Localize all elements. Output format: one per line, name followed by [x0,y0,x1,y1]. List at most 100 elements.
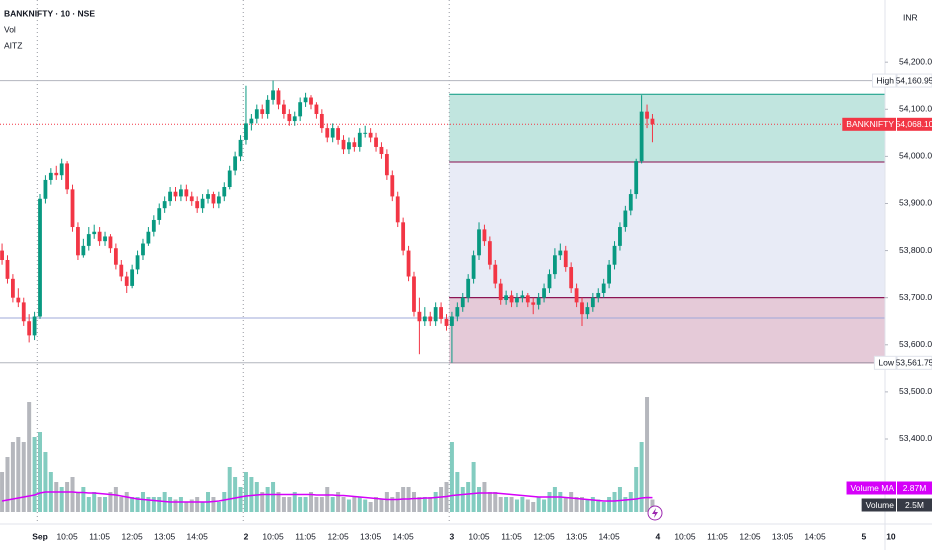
candle-body [27,321,32,336]
candle-body [471,255,476,279]
price-tag-box [897,498,932,512]
volume-bar [173,499,178,512]
volume-bar [422,497,427,512]
candle-body [450,316,454,326]
volume-bar [249,477,254,512]
candle-body [282,104,286,114]
x-tick-label: 11:05 [295,531,316,541]
volume-bar [276,492,281,512]
candle-body [531,302,536,305]
x-tick-label: 10 [886,531,896,541]
candle-body [238,139,243,157]
volume-bar [325,487,330,512]
candle-body [482,229,487,242]
price-tag-box [897,117,932,131]
x-tick-label: 14:05 [392,531,414,541]
volume-bar [580,497,584,512]
candle-body [70,189,75,228]
candle-body [276,90,281,105]
candle-body [108,236,113,249]
candle-body [119,264,124,277]
volume-bar [536,497,541,512]
candle-body [525,295,530,303]
candle-body [271,90,275,100]
zone [449,94,885,163]
volume-bar [455,472,460,512]
x-tick-label: 13:05 [772,531,794,541]
volume-bar [281,497,286,512]
candle-body [309,97,313,105]
candle-body [303,97,308,103]
volume-bar [287,497,292,512]
volume-bar [27,402,32,512]
volume-bar [509,497,514,512]
volume-bar [428,497,433,512]
volume-bar [384,492,389,512]
candle-body [639,111,644,162]
volume-bar [379,499,384,512]
candle-body [384,154,389,176]
y-tick-label: 53,900.00 [899,198,932,208]
volume-bar [433,492,438,512]
candle-body [16,297,21,303]
candle-body [325,128,330,138]
volume-bar [32,437,37,512]
x-tick-label: 10:05 [56,531,78,541]
x-tick-label: 12:05 [533,531,555,541]
price-tag-value: 2.5M [905,500,924,510]
volume-bar [211,497,216,512]
candle-body [227,170,232,187]
candle-body [547,274,552,289]
candle-body [184,189,189,197]
volume-bar [16,437,21,512]
candle-body [563,250,568,268]
x-tick-label: 12:05 [121,531,143,541]
volume-bar [596,499,601,512]
volume-bar [135,497,140,512]
price-tag-box [896,355,932,370]
candle-body [368,132,373,138]
replay-icon[interactable] [647,505,663,521]
x-tick-label: 11:05 [501,531,522,541]
candle-body [580,302,584,315]
candle-body [206,194,210,199]
y-tick-label: 53,700.00 [899,292,932,302]
price-tag-name: BANKNIFTY [846,119,894,129]
candle-body [352,142,357,147]
candle-body [477,229,481,256]
candle-body [433,307,438,322]
price-tag-name: Low [878,358,894,368]
candle-body [135,255,140,270]
volume-bar [477,487,482,512]
volume-bar [374,497,379,512]
price-tag-box [897,481,932,495]
volume-bar [590,497,595,512]
candle-body [650,118,655,125]
x-tick-label: 5 [861,531,866,541]
candle-body [347,142,351,150]
volume-bar [103,497,108,512]
volume-bar [650,499,655,512]
candle-body [634,161,639,195]
y-tick-label: 54,200.00 [899,56,932,66]
candle-body [157,208,162,220]
volume-bar [178,497,183,512]
indicator-label: Vol [4,24,16,34]
volume-bar [130,497,135,512]
candle-body [162,201,167,209]
zone [449,297,885,363]
volume-bar [65,482,70,512]
zone [449,162,885,298]
candle-body [38,198,42,317]
volume-bar [113,487,118,512]
volume-bar [460,487,465,512]
candle-body [216,196,221,204]
volume-bar [498,497,503,512]
volume-bar [59,487,64,512]
volume-bar [601,502,606,512]
price-tag-value: 54,160.95 [896,75,932,85]
candle-body [390,175,395,197]
volume-bar [585,499,590,512]
candle-body [195,201,200,209]
x-tick-label: 10:05 [468,531,490,541]
